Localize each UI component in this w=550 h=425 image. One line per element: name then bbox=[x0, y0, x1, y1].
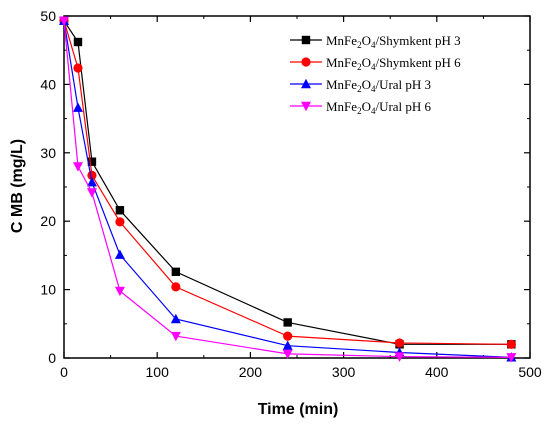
legend-entry-1: MnFe2O4/Shymkent pH 3 bbox=[290, 33, 461, 50]
data-point bbox=[394, 338, 405, 348]
data-point bbox=[282, 340, 293, 350]
data-point bbox=[59, 16, 69, 26]
data-point bbox=[86, 177, 97, 187]
series-4 bbox=[59, 16, 517, 363]
data-point bbox=[73, 37, 83, 47]
legend-label: MnFe2O4/Shymkent pH 3 bbox=[326, 33, 461, 50]
legend-marker bbox=[301, 78, 311, 89]
legend-marker bbox=[301, 35, 311, 45]
series-line bbox=[63, 20, 512, 358]
data-point bbox=[170, 331, 181, 342]
x-tick-label: 100 bbox=[146, 364, 170, 380]
x-tick-label: 200 bbox=[239, 364, 263, 380]
x-tick-label: 300 bbox=[332, 364, 356, 380]
data-point bbox=[283, 318, 292, 327]
data-point bbox=[115, 206, 125, 215]
legend-marker bbox=[301, 101, 311, 112]
legend-entry-3: MnFe2O4/Ural pH 3 bbox=[290, 77, 431, 94]
y-tick-label: 10 bbox=[40, 282, 56, 298]
y-tick-label: 20 bbox=[40, 213, 56, 229]
y-tick-label: 50 bbox=[40, 8, 56, 24]
data-point bbox=[171, 282, 181, 292]
data-point bbox=[506, 339, 516, 349]
y-tick-label: 30 bbox=[40, 145, 56, 161]
data-point bbox=[170, 313, 181, 324]
data-point bbox=[282, 349, 293, 360]
data-point bbox=[171, 267, 181, 277]
y-tick-label: 40 bbox=[40, 76, 56, 92]
data-point bbox=[115, 217, 125, 227]
legend: MnFe2O4/Shymkent pH 3 MnFe2O4/Shymkent pH… bbox=[290, 33, 461, 116]
data-point bbox=[72, 162, 83, 172]
legend-label: MnFe2O4/Shymkent pH 6 bbox=[326, 55, 461, 72]
legend-label: MnFe2O4/Ural pH 6 bbox=[326, 99, 432, 116]
series-line bbox=[63, 20, 512, 345]
legend-entry-4: MnFe2O4/Ural pH 6 bbox=[290, 99, 432, 116]
data-point bbox=[86, 188, 97, 198]
data-point bbox=[72, 102, 83, 112]
data-point bbox=[114, 249, 125, 259]
data-point bbox=[87, 157, 97, 166]
x-tick-label: 400 bbox=[425, 364, 449, 380]
series-layer bbox=[59, 15, 517, 363]
legend-marker bbox=[301, 57, 311, 67]
series-line bbox=[63, 20, 512, 345]
data-point bbox=[506, 353, 517, 363]
x-axis-title: Time (min) bbox=[258, 401, 339, 418]
data-point bbox=[114, 286, 125, 297]
data-point bbox=[283, 331, 293, 341]
x-tick-label: 500 bbox=[518, 364, 542, 380]
y-axis-title: C MB (mg/L) bbox=[9, 139, 26, 233]
data-point bbox=[73, 63, 83, 73]
legend-entry-2: MnFe2O4/Shymkent pH 6 bbox=[290, 55, 461, 72]
data-point bbox=[394, 352, 405, 362]
legend-label: MnFe2O4/Ural pH 3 bbox=[326, 77, 431, 94]
series-line bbox=[63, 20, 512, 358]
x-tick-label: 0 bbox=[60, 364, 68, 380]
y-tick-label: 0 bbox=[48, 350, 56, 366]
